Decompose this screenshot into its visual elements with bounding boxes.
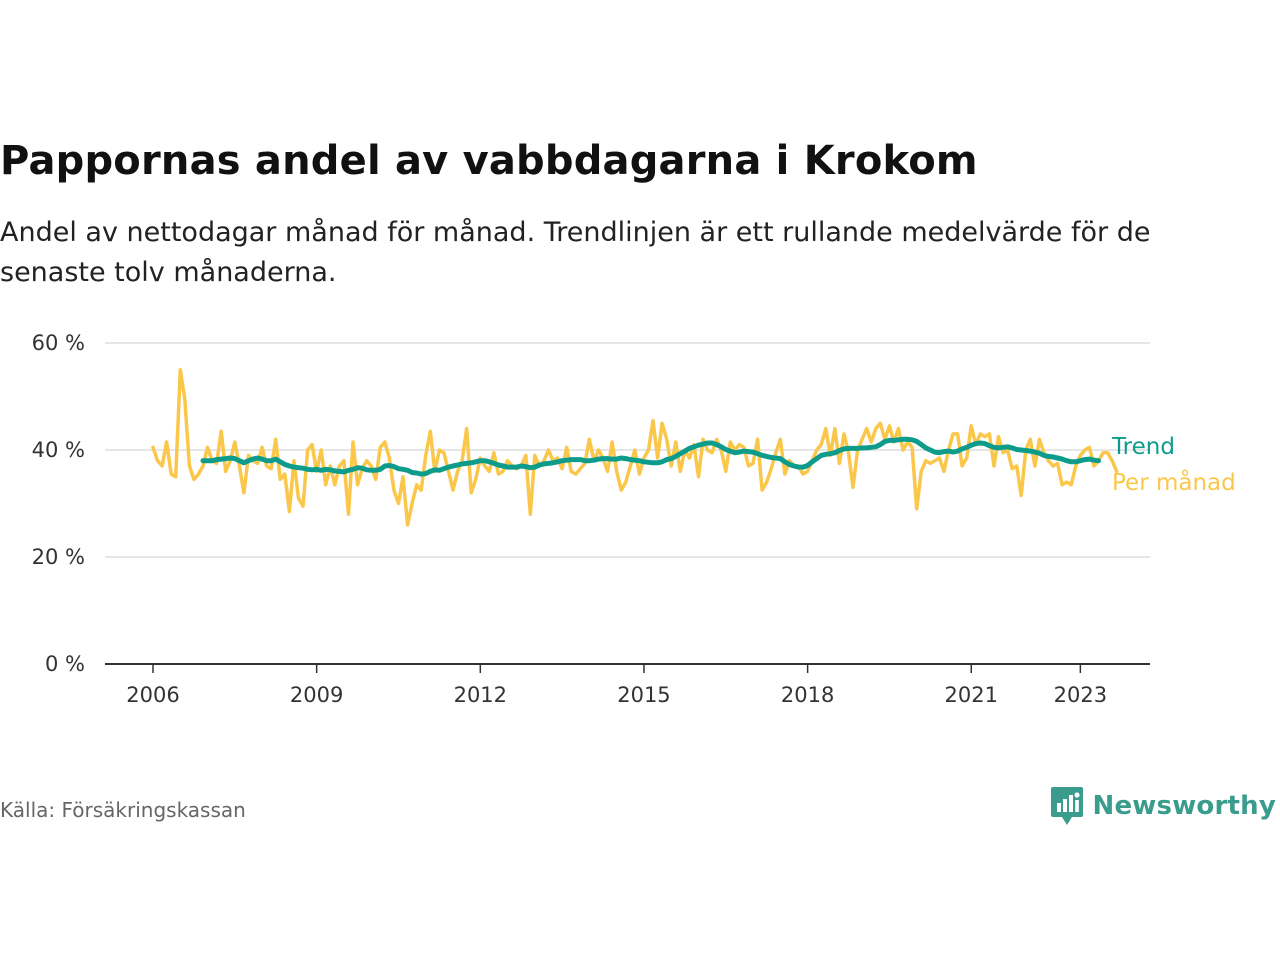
- chart-title: Pappornas andel av vabbdagarna i Krokom: [0, 138, 978, 184]
- newsworthy-brand-name: Newsworthy: [1092, 791, 1276, 821]
- x-tick-label: 2018: [781, 683, 834, 707]
- x-tick-label: 2023: [1054, 683, 1107, 707]
- y-tick-label: 20 %: [32, 545, 85, 569]
- monthly-line: [151, 368, 1119, 527]
- grid-lines: [105, 342, 1150, 558]
- line-chart: 0 % 20 % 40 % 60 % 2006 2009 2012 2015 2018 2021…: [32, 331, 1236, 707]
- legend: Trend Per månad: [1111, 434, 1236, 496]
- x-tick-label: 2012: [454, 683, 507, 707]
- legend-per-manad: Per månad: [1112, 468, 1236, 496]
- x-tick-label: 2006: [126, 683, 179, 707]
- x-tick-label: 2009: [290, 683, 343, 707]
- trend-line: [200, 436, 1101, 477]
- newsworthy-logo[interactable]: Newsworthy: [1050, 785, 1276, 827]
- y-tick-label: 0 %: [45, 652, 85, 676]
- x-tick-label: 2021: [945, 683, 998, 707]
- y-tick-label: 60 %: [32, 331, 85, 355]
- chart-subtitle: Andel av nettodagar månad för månad. Tre…: [0, 217, 1151, 288]
- x-tick-label: 2015: [617, 683, 670, 707]
- series-lines: [151, 368, 1119, 527]
- source-note: Källa: Försäkringskassan: [0, 798, 246, 822]
- x-axis-ticks: 2006 2009 2012 2015 2018 2021 2023: [126, 664, 1107, 707]
- newsworthy-logo-icon: [1050, 787, 1083, 825]
- y-tick-label: 40 %: [32, 438, 85, 462]
- legend-trend: Trend: [1111, 434, 1175, 460]
- y-axis-ticks: 0 % 20 % 40 % 60 %: [32, 331, 85, 676]
